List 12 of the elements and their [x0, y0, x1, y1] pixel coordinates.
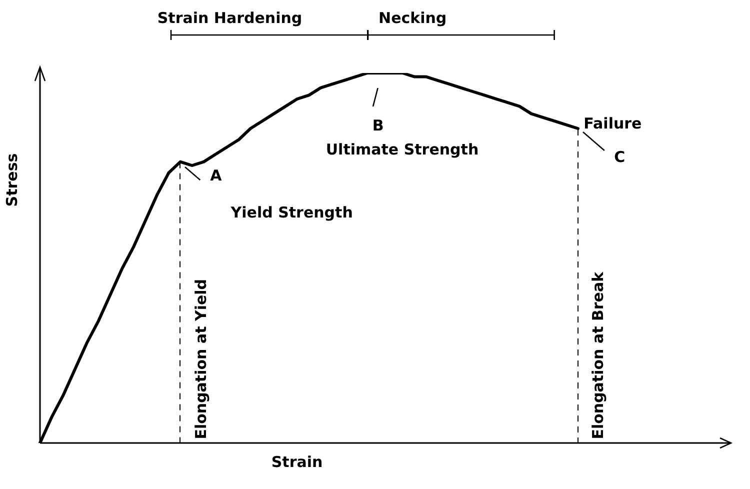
annotation: Ultimate Strength — [326, 140, 479, 159]
text: Strain Hardening — [157, 8, 302, 27]
annotation: Elongation at Break — [588, 270, 607, 440]
annotation: C — [614, 148, 626, 166]
annotation: Elongation at Yield — [192, 278, 210, 440]
y-axis-title: Stress — [2, 153, 21, 207]
annotation: B — [372, 116, 384, 135]
text: Necking — [378, 8, 447, 27]
annotation: A — [210, 166, 222, 184]
annotation: Yield Strength — [230, 203, 353, 222]
annotation: Failure — [584, 114, 642, 133]
x-axis-title: Strain — [271, 452, 323, 471]
